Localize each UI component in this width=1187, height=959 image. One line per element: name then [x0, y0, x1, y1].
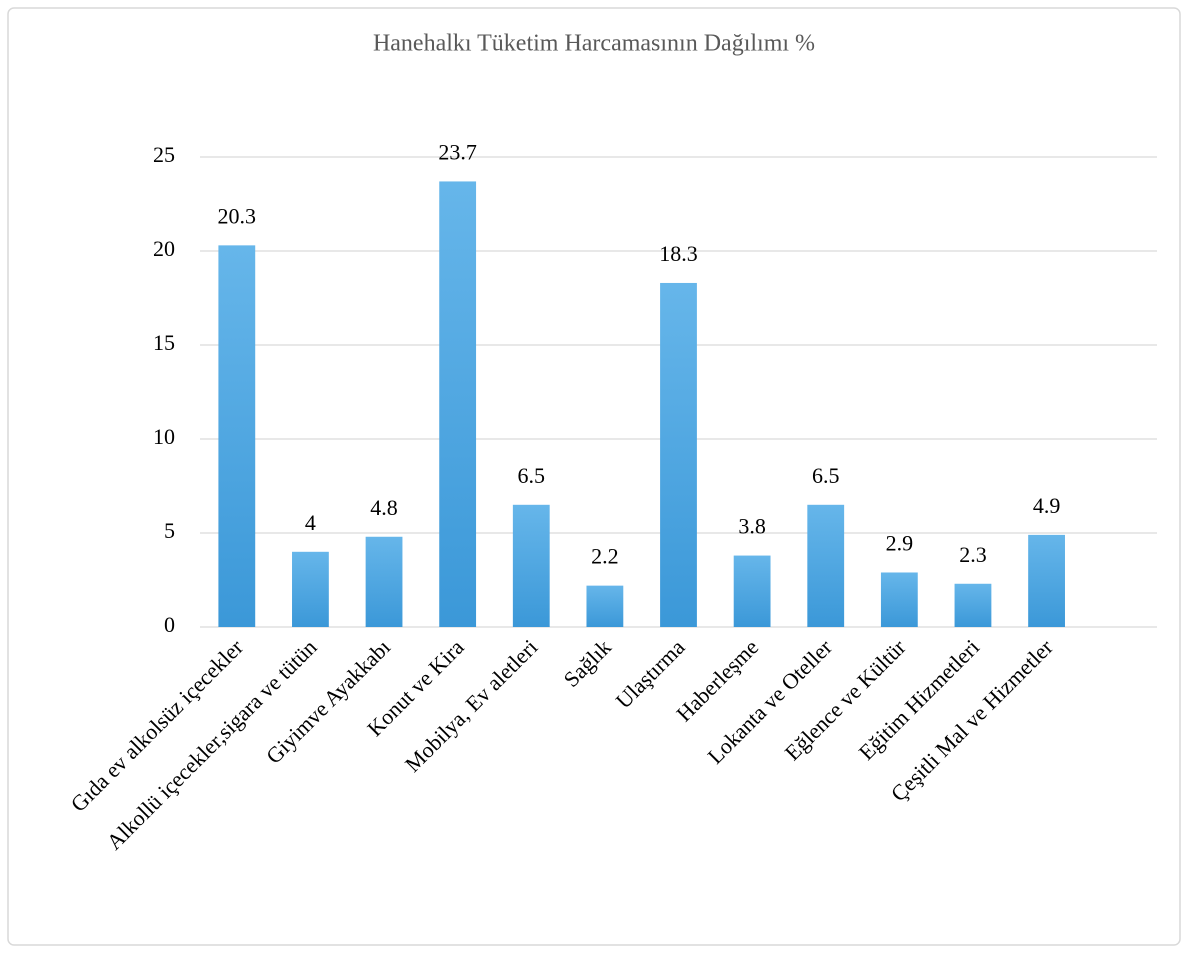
- data-label: 4: [305, 510, 316, 535]
- y-tick-label: 20: [153, 236, 175, 261]
- data-label: 4.8: [370, 495, 398, 520]
- data-label: 2.2: [591, 544, 619, 569]
- y-tick-label: 5: [164, 518, 175, 543]
- data-label: 4.9: [1033, 493, 1061, 518]
- bar: [954, 583, 992, 627]
- chart-title: Hanehalkı Tüketim Harcamasının Dağılımı …: [373, 31, 815, 57]
- y-tick-label: 10: [153, 424, 175, 449]
- bar: [807, 504, 845, 627]
- bar: [880, 572, 918, 627]
- data-label: 2.3: [959, 542, 987, 567]
- data-label: 18.3: [659, 241, 698, 266]
- data-label: 23.7: [438, 139, 477, 164]
- bar: [733, 555, 771, 627]
- data-label: 6.5: [812, 463, 840, 488]
- data-label: 2.9: [886, 531, 914, 556]
- y-tick-label: 0: [164, 612, 175, 637]
- bar: [660, 282, 697, 627]
- bar: [292, 551, 329, 627]
- bar: [1028, 534, 1065, 627]
- bar: [586, 585, 624, 627]
- bar: [218, 245, 256, 628]
- data-label: 6.5: [518, 463, 546, 488]
- data-label: 3.8: [738, 514, 766, 539]
- y-tick-label: 25: [153, 142, 175, 167]
- data-label: 20.3: [218, 203, 257, 228]
- bar: [439, 181, 477, 627]
- bar: [512, 504, 550, 627]
- y-tick-label: 15: [153, 330, 175, 355]
- chart-border: [7, 7, 1181, 946]
- bar: [365, 536, 403, 627]
